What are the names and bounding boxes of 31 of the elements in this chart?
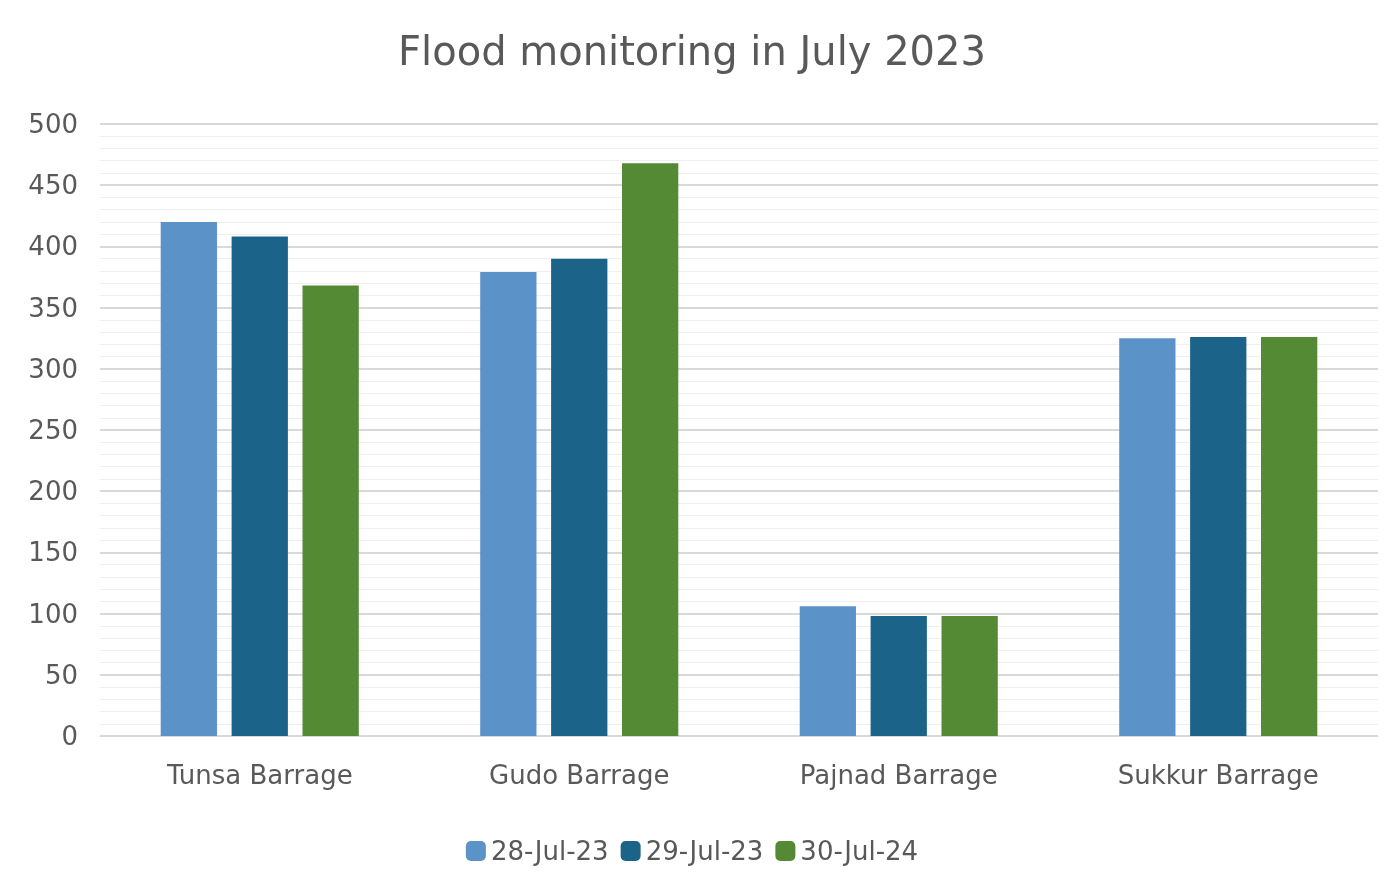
chart-title: Flood monitoring in July 2023	[398, 28, 986, 74]
y-tick-label: 50	[44, 659, 78, 690]
y-tick-label: 400	[28, 231, 78, 262]
legend-label: 29-Jul-23	[645, 836, 764, 866]
bar	[160, 221, 217, 736]
x-tick-label: Pajnad Barrage	[799, 760, 998, 790]
bar	[231, 236, 288, 736]
y-tick-label: 300	[28, 353, 78, 384]
x-tick-label: Tunsa Barrage	[165, 760, 353, 790]
bar	[480, 272, 537, 736]
y-tick-label: 200	[28, 476, 78, 507]
legend-label: 28-Jul-23	[490, 836, 609, 866]
x-tick-label: Gudo Barrage	[489, 760, 670, 790]
y-tick-label: 100	[28, 598, 78, 629]
bar	[551, 258, 608, 736]
bar	[799, 606, 856, 736]
y-tick-label: 500	[28, 109, 78, 139]
bar	[1190, 336, 1247, 736]
y-tick-label: 0	[61, 721, 78, 751]
y-tick-label: 350	[28, 292, 78, 323]
bar	[870, 616, 927, 736]
y-tick-label: 150	[28, 537, 78, 568]
y-tick-label: 450	[28, 170, 78, 201]
bar	[302, 285, 359, 736]
x-tick-label: Sukkur Barrage	[1117, 760, 1319, 790]
y-tick-label: 250	[28, 415, 78, 445]
bar	[1119, 338, 1176, 736]
bar	[622, 163, 679, 736]
bar	[1261, 336, 1318, 736]
legend-label: 30-Jul-24	[800, 836, 919, 866]
bar	[941, 616, 998, 736]
